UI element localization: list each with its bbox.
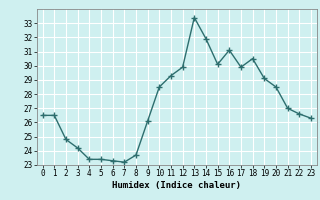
X-axis label: Humidex (Indice chaleur): Humidex (Indice chaleur) [112, 181, 241, 190]
